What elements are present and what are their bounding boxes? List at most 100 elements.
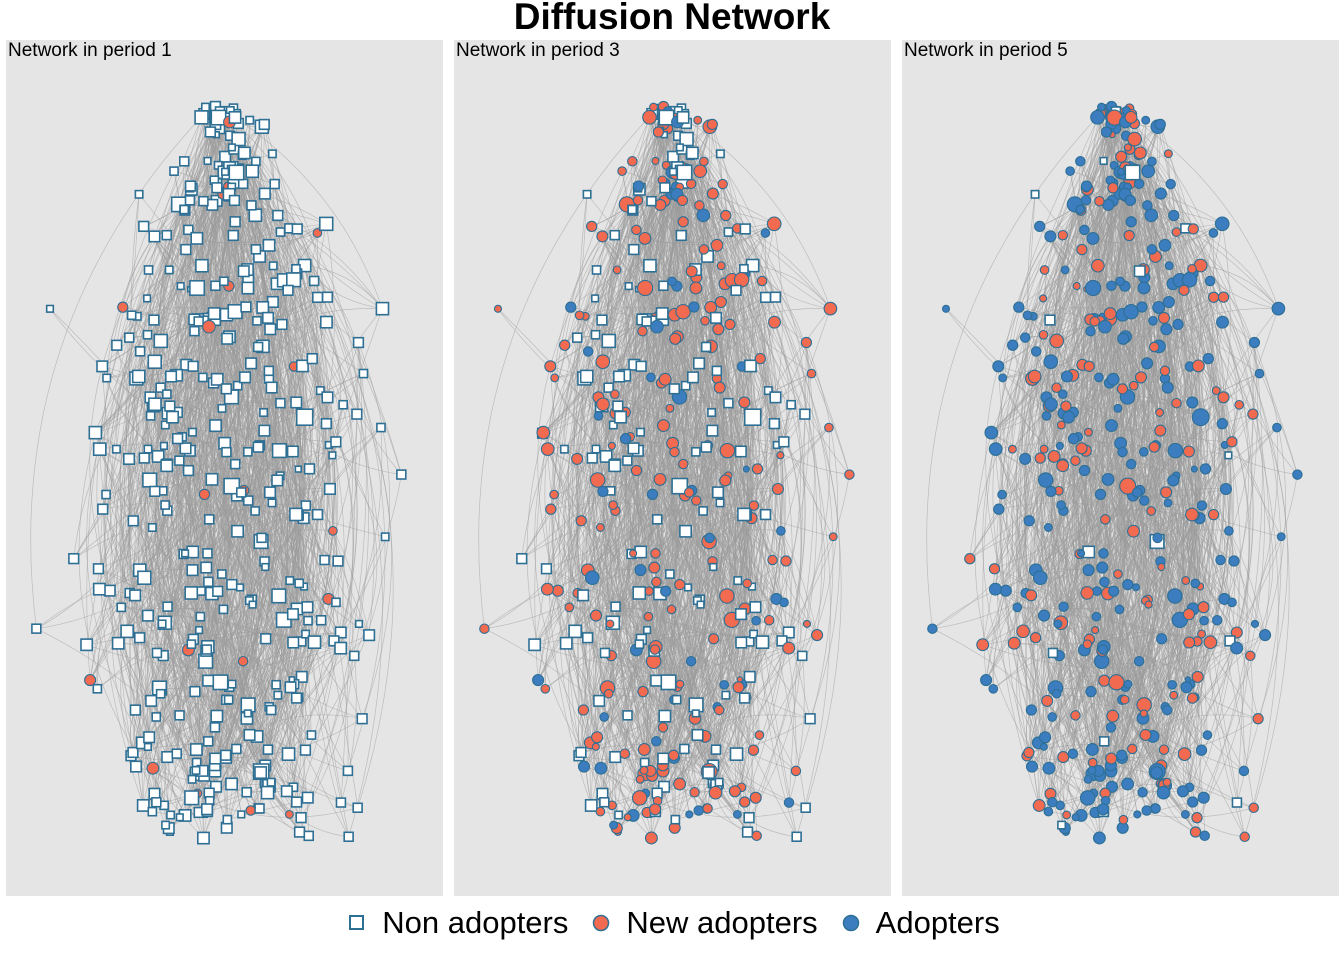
network-edge — [1125, 245, 1166, 337]
network-edge — [1160, 634, 1266, 784]
node-non-adopter — [599, 647, 611, 659]
node-new-adopter — [551, 584, 564, 597]
network-edge — [651, 492, 707, 776]
node-non-adopter — [237, 146, 251, 160]
node-non-adopter — [613, 370, 626, 383]
network-edge — [697, 320, 745, 736]
node-adopter — [634, 564, 647, 577]
node-new-adopter — [595, 806, 606, 817]
node-non-adopter — [741, 826, 754, 838]
node-new-adopter — [1127, 524, 1140, 538]
node-non-adopter — [572, 332, 583, 343]
network-edge — [304, 265, 402, 475]
network-edge — [521, 321, 775, 559]
node-new-adopter — [657, 722, 669, 733]
network-edge — [216, 172, 306, 751]
node-new-adopter — [717, 178, 728, 190]
node-non-adopter — [143, 742, 153, 751]
node-new-adopter — [1047, 450, 1061, 463]
network-edge — [547, 448, 757, 836]
node-non-adopter — [237, 810, 246, 819]
node-new-adopter — [780, 555, 792, 567]
node-non-adopter — [295, 670, 308, 683]
node-new-adopter — [652, 126, 665, 138]
network-edge — [544, 577, 593, 689]
node-adopter — [619, 433, 632, 445]
node-non-adopter — [579, 369, 594, 384]
network-edge — [673, 283, 768, 759]
node-non-adopter — [184, 586, 199, 600]
network-edge — [625, 376, 694, 413]
network-edge — [577, 376, 598, 738]
node-non-adopter — [201, 803, 214, 816]
node-new-adopter — [623, 813, 632, 822]
node-new-adopter — [202, 319, 216, 334]
node-new-adopter — [790, 765, 802, 777]
node-non-adopter — [275, 227, 286, 237]
node-non-adopter — [693, 357, 706, 370]
node-non-adopter — [263, 365, 275, 377]
node-new-adopter — [596, 397, 610, 412]
node-non-adopter — [237, 178, 249, 190]
network-edge — [117, 235, 234, 644]
node-non-adopter — [97, 503, 109, 515]
node-non-adopter — [609, 229, 621, 241]
node-non-adopter — [164, 400, 176, 412]
node-non-adopter — [259, 407, 269, 417]
node-non-adopter — [334, 626, 347, 639]
node-non-adopter — [129, 704, 141, 716]
network-edge — [145, 479, 216, 766]
node-non-adopter — [194, 110, 209, 125]
node-non-adopter — [267, 149, 277, 159]
node-non-adopter — [189, 685, 201, 698]
network-edge — [36, 491, 156, 630]
node-adopter — [646, 488, 659, 501]
node-new-adopter — [754, 352, 766, 365]
node-non-adopter — [268, 261, 278, 271]
node-new-adopter — [800, 336, 813, 349]
node-non-adopter — [221, 167, 230, 176]
network-edge — [682, 205, 760, 736]
node-non-adopter — [568, 624, 582, 639]
node-new-adopter — [591, 742, 600, 751]
node-non-adopter — [733, 576, 743, 586]
node-non-adopter — [222, 814, 233, 825]
node-new-adopter — [708, 633, 720, 645]
node-non-adopter — [723, 227, 734, 237]
node-new-adopter — [631, 224, 642, 236]
node-non-adopter — [243, 495, 254, 506]
node-non-adopter — [334, 641, 348, 655]
node-non-adopter — [260, 633, 272, 645]
node-non-adopter — [265, 381, 278, 394]
node-non-adopter — [181, 549, 190, 558]
node-non-adopter — [759, 508, 772, 521]
node-non-adopter — [198, 195, 209, 207]
node-non-adopter — [739, 264, 749, 274]
network-edge — [1116, 495, 1142, 683]
node-non-adopter — [591, 265, 602, 275]
network-edge — [716, 397, 802, 786]
node-non-adopter — [258, 424, 271, 437]
node-non-adopter — [320, 417, 332, 430]
network-edge — [484, 567, 655, 629]
network-edge — [747, 342, 815, 833]
node-new-adopter — [756, 275, 768, 287]
network-edge — [170, 124, 216, 377]
node-new-adopter — [637, 325, 648, 337]
node-non-adopter — [250, 506, 261, 516]
node-new-adopter — [751, 463, 764, 475]
node-non-adopter — [700, 441, 712, 453]
node-non-adopter — [786, 399, 797, 410]
node-new-adopter — [657, 419, 670, 433]
network-edge — [1002, 204, 1076, 378]
node-non-adopter — [123, 452, 136, 466]
node-non-adopter — [559, 444, 569, 454]
node-non-adopter — [294, 578, 305, 589]
network-edge — [1056, 329, 1167, 694]
network-edge — [1068, 592, 1099, 813]
network-edge — [1093, 319, 1198, 642]
node-non-adopter — [271, 679, 282, 690]
node-non-adopter — [272, 209, 284, 222]
node-non-adopter — [321, 291, 334, 303]
node-non-adopter — [243, 709, 252, 718]
